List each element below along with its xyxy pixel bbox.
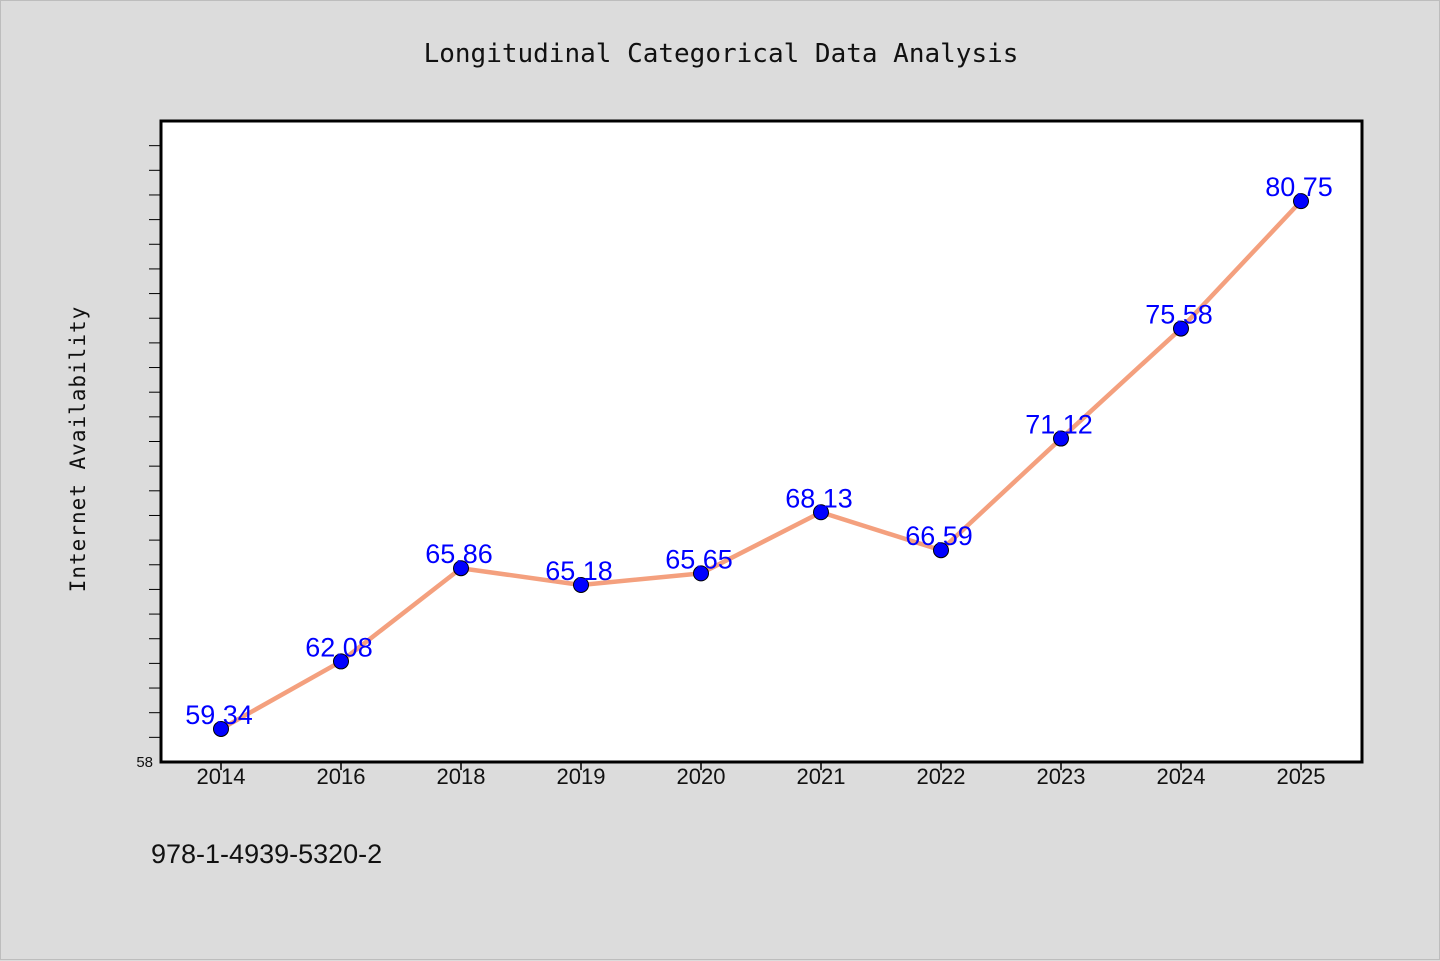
x-tick-label: 2016 (317, 764, 366, 789)
y-axis-label: Internet Availability (66, 306, 90, 593)
data-point (1053, 430, 1069, 447)
data-point (933, 542, 949, 559)
isbn-annotation: 978-1-4939-5320-2 (151, 839, 382, 869)
x-tick-label: 2023 (1037, 764, 1086, 789)
data-point (453, 560, 469, 577)
y-axis: 58 (136, 145, 161, 771)
x-tick-label: 2020 (677, 764, 726, 789)
data-label: 68.13 (785, 483, 853, 513)
x-axis: 2014 2016 2018 2019 2020 2021 2022 2023 2024 2025 (197, 762, 1326, 789)
x-tick-label: 2019 (557, 764, 606, 789)
data-label: 59.34 (185, 700, 253, 730)
data-label: 71.12 (1025, 410, 1093, 440)
data-label: 65.86 (425, 539, 493, 569)
series-layer: 59.34 62.08 65.86 65.18 65.65 68.13 66.59 71.12… (185, 172, 1333, 737)
data-label: 75.58 (1145, 300, 1213, 330)
data-label: 66.59 (905, 521, 973, 551)
x-tick-label: 2024 (1157, 764, 1206, 789)
chart-title: Longitudinal Categorical Data Analysis (424, 39, 1019, 69)
data-label: 62.08 (305, 632, 373, 662)
series-line (218, 198, 1304, 732)
data-point (333, 653, 349, 670)
y-tick-label: 58 (136, 754, 153, 771)
data-label: 65.65 (665, 544, 733, 574)
data-point (1293, 193, 1309, 210)
data-point (813, 504, 829, 521)
x-tick-label: 2025 (1277, 764, 1326, 789)
data-point (693, 565, 709, 582)
x-tick-label: 2018 (437, 764, 486, 789)
x-tick-label: 2022 (917, 764, 966, 789)
data-point (1173, 320, 1189, 337)
plot-area (159, 119, 1364, 764)
data-point (213, 720, 229, 737)
data-label: 80.75 (1265, 172, 1333, 202)
x-tick-label: 2021 (797, 764, 846, 789)
data-label: 65.18 (545, 556, 613, 586)
data-point (573, 576, 589, 593)
x-tick-label: 2014 (197, 764, 246, 789)
